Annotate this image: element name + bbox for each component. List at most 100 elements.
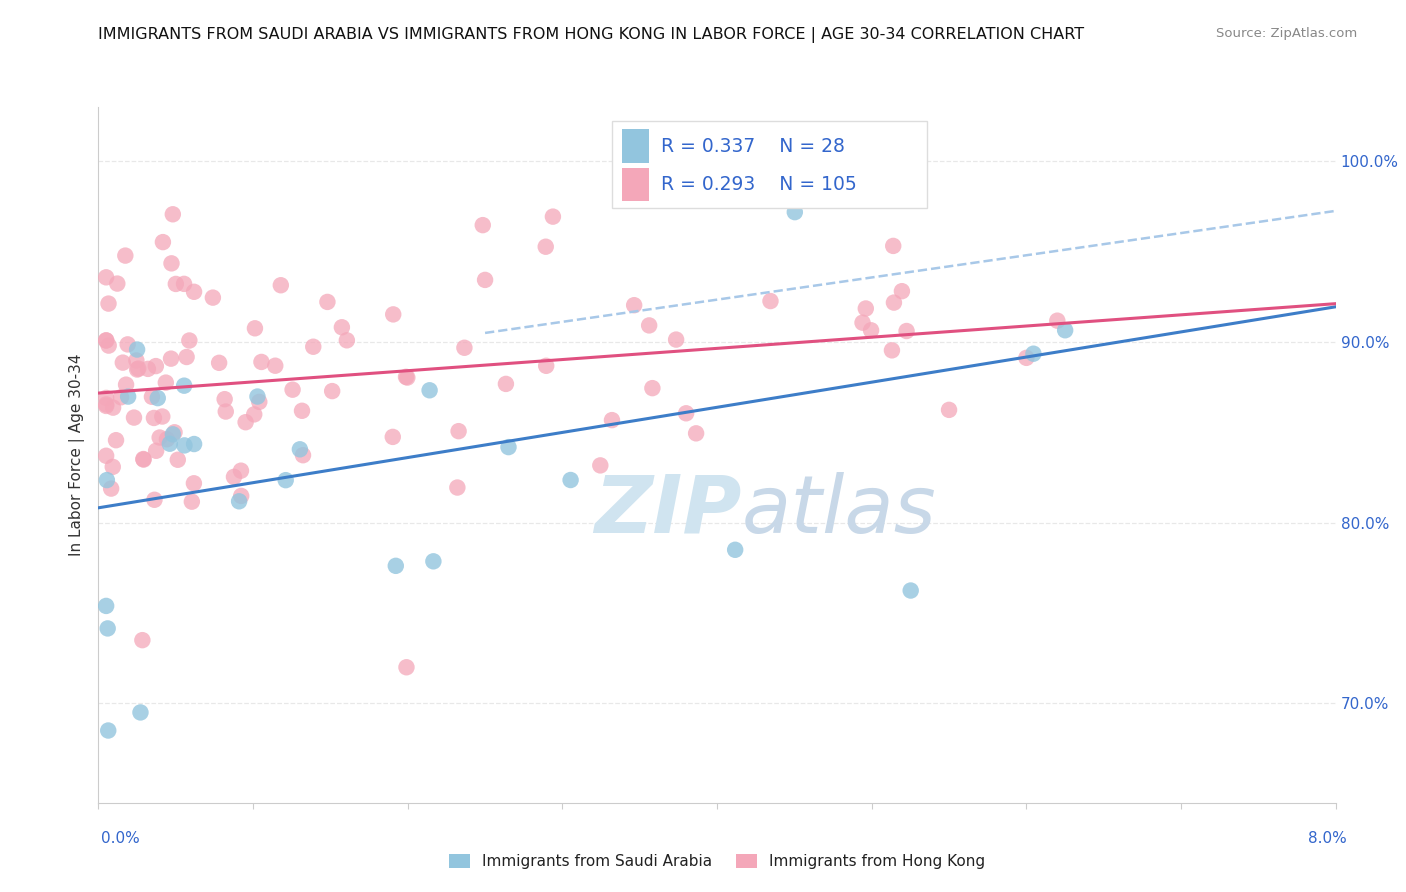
Point xyxy=(896,324,918,338)
Point xyxy=(882,239,904,253)
Point xyxy=(96,449,118,463)
Point xyxy=(560,473,582,487)
Bar xyxy=(621,129,650,162)
Point xyxy=(321,384,343,398)
Point xyxy=(302,340,325,354)
Point xyxy=(938,402,960,417)
Point xyxy=(97,622,120,636)
Point xyxy=(453,341,475,355)
Point xyxy=(330,320,353,334)
Point xyxy=(183,437,205,451)
Point xyxy=(471,218,494,232)
Point xyxy=(900,583,922,598)
Point xyxy=(163,425,186,440)
Point xyxy=(385,558,408,573)
Point xyxy=(641,381,664,395)
Text: 0.0%: 0.0% xyxy=(101,831,141,846)
Point xyxy=(96,334,118,348)
Point xyxy=(589,458,612,473)
Point xyxy=(136,362,159,376)
Y-axis label: In Labor Force | Age 30-34: In Labor Force | Age 30-34 xyxy=(69,353,86,557)
Point xyxy=(173,277,195,291)
Point xyxy=(541,210,564,224)
Point xyxy=(288,442,311,457)
Point xyxy=(159,436,181,450)
Point xyxy=(1022,347,1045,361)
Point xyxy=(495,376,517,391)
Point xyxy=(447,424,470,438)
Point xyxy=(246,390,269,404)
FancyBboxPatch shape xyxy=(612,121,928,208)
Point xyxy=(145,443,167,458)
Point xyxy=(474,273,496,287)
Point xyxy=(281,383,304,397)
Text: ZIP: ZIP xyxy=(595,472,742,549)
Point xyxy=(150,409,173,424)
Point xyxy=(127,343,149,357)
Point xyxy=(783,205,806,219)
Point xyxy=(724,542,747,557)
Point xyxy=(96,473,118,487)
Point xyxy=(114,249,136,263)
Point xyxy=(292,448,315,462)
Point xyxy=(250,355,273,369)
Point xyxy=(1015,351,1038,365)
Point xyxy=(534,359,557,373)
Text: 8.0%: 8.0% xyxy=(1308,831,1347,846)
Text: IMMIGRANTS FROM SAUDI ARABIA VS IMMIGRANTS FROM HONG KONG IN LABOR FORCE | AGE 3: IMMIGRANTS FROM SAUDI ARABIA VS IMMIGRAN… xyxy=(98,27,1084,43)
Point xyxy=(146,391,169,405)
Point xyxy=(243,321,266,335)
Point xyxy=(111,356,134,370)
Point xyxy=(105,277,128,291)
Point xyxy=(162,207,184,221)
Point xyxy=(880,343,903,358)
Point xyxy=(179,334,201,348)
Point xyxy=(129,706,152,720)
Point xyxy=(162,427,184,442)
Point xyxy=(208,356,231,370)
Point xyxy=(1046,313,1069,327)
Point xyxy=(600,413,623,427)
Point xyxy=(180,494,202,508)
Point xyxy=(235,415,257,429)
Legend: Immigrants from Saudi Arabia, Immigrants from Hong Kong: Immigrants from Saudi Arabia, Immigrants… xyxy=(443,847,991,875)
Point xyxy=(143,492,166,507)
Point xyxy=(231,489,253,503)
Point xyxy=(96,391,118,405)
Point xyxy=(131,633,153,648)
Point xyxy=(264,359,287,373)
Point xyxy=(156,432,179,446)
Point xyxy=(665,333,688,347)
Point xyxy=(141,390,163,404)
Point xyxy=(222,470,245,484)
Point xyxy=(132,452,155,467)
Point xyxy=(122,410,145,425)
Point xyxy=(638,318,661,333)
Point xyxy=(165,277,187,291)
Point xyxy=(395,660,418,674)
Text: R = 0.293    N = 105: R = 0.293 N = 105 xyxy=(661,175,858,194)
Point xyxy=(105,433,128,447)
Point xyxy=(152,235,174,249)
Point xyxy=(675,406,697,420)
Point xyxy=(96,599,118,613)
Point xyxy=(851,316,873,330)
Text: Source: ZipAtlas.com: Source: ZipAtlas.com xyxy=(1216,27,1357,40)
Point xyxy=(270,278,292,293)
Point xyxy=(115,377,138,392)
Point xyxy=(142,411,165,425)
Point xyxy=(183,285,205,299)
Point xyxy=(274,473,297,487)
Point xyxy=(149,431,172,445)
Text: atlas: atlas xyxy=(742,472,936,549)
Point xyxy=(176,350,198,364)
Point xyxy=(883,295,905,310)
Point xyxy=(422,554,444,568)
Point xyxy=(685,426,707,441)
Point xyxy=(214,392,236,407)
Point xyxy=(336,334,359,348)
Point xyxy=(228,494,250,508)
Point xyxy=(183,476,205,491)
Point xyxy=(173,378,195,392)
Point xyxy=(101,459,124,474)
